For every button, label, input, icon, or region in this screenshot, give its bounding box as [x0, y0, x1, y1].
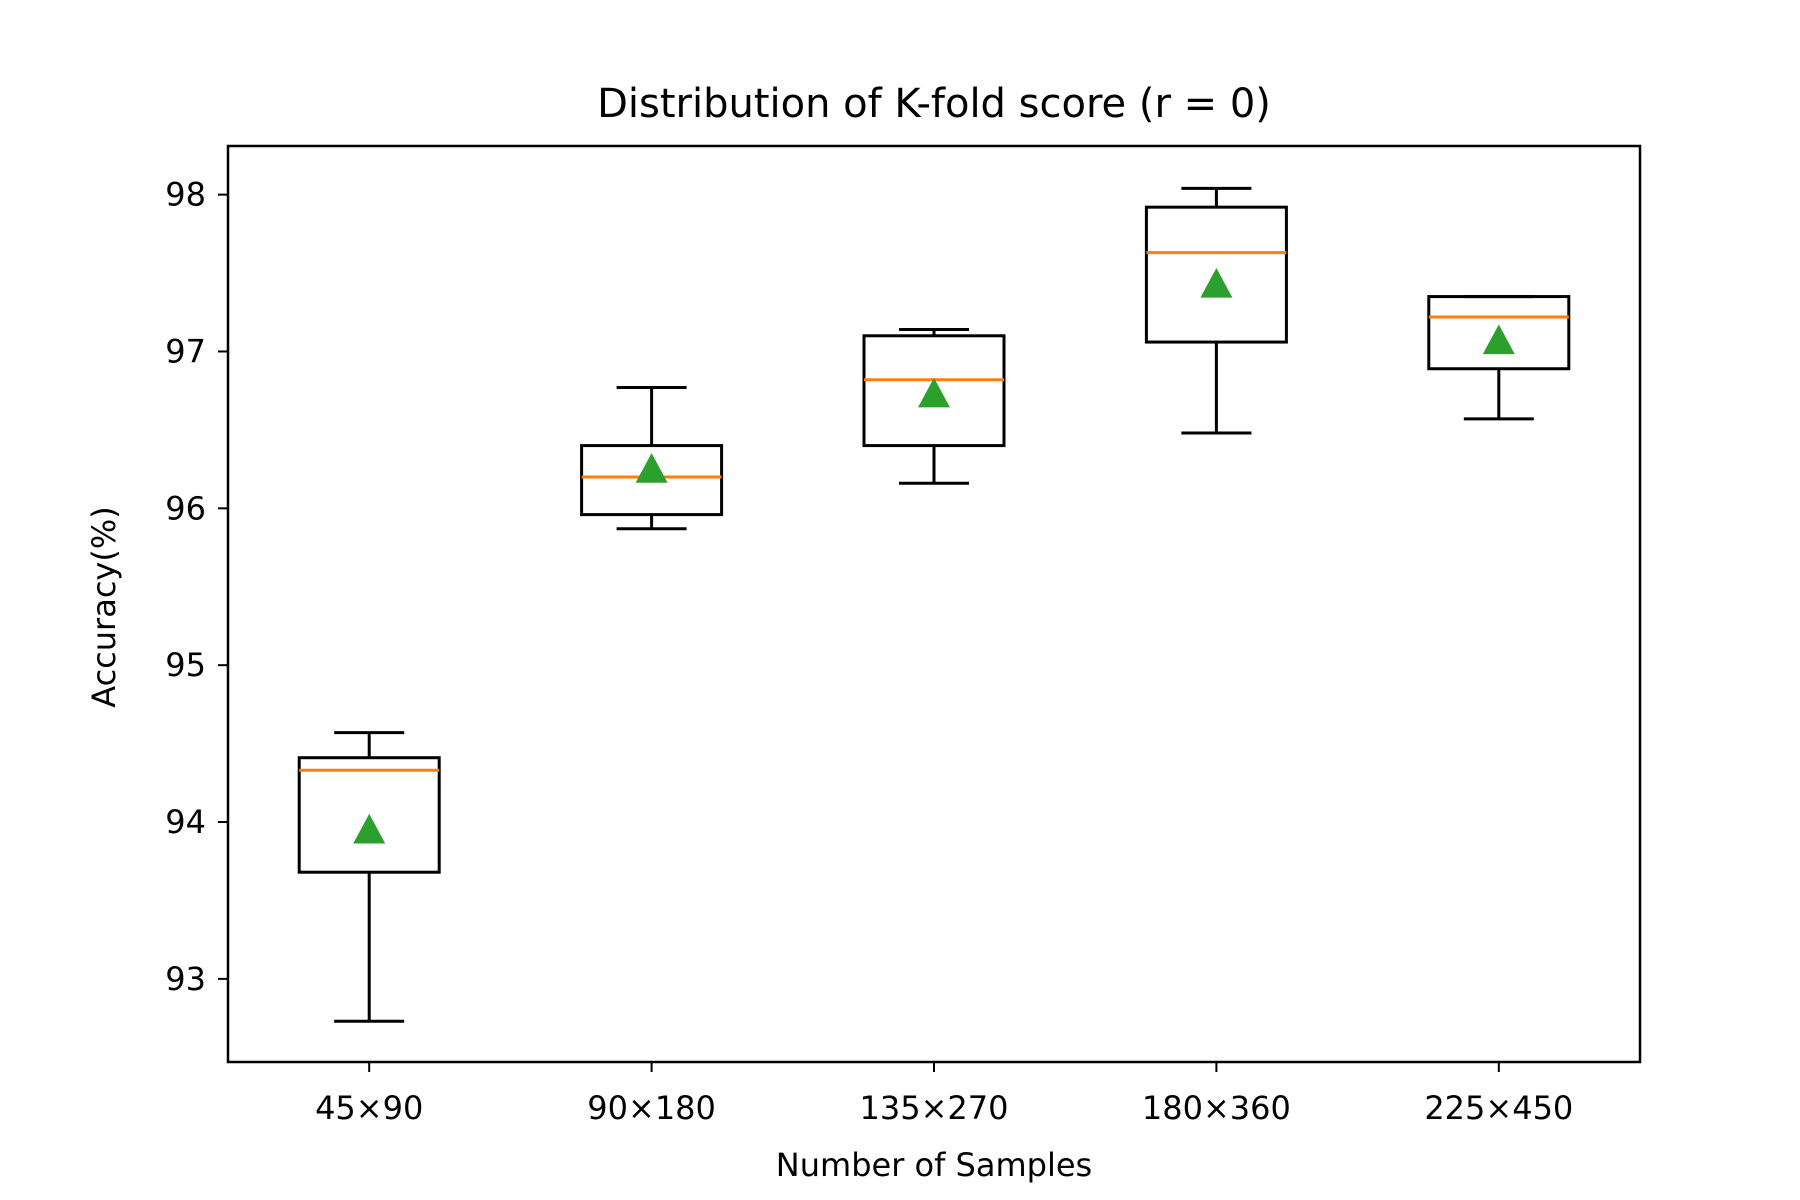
x-tick-label-1: 45×90: [315, 1089, 423, 1127]
y-tick-label-93: 93: [165, 960, 206, 998]
plot-frame: [226, 144, 1642, 1064]
chart-title: Distribution of K-fold score (r = 0): [597, 81, 1271, 127]
x-tick-label-4: 180×360: [1142, 1089, 1291, 1127]
y-tick-label-95: 95: [165, 646, 206, 684]
y-axis-title: Accuracy(%): [85, 506, 123, 707]
y-tick-label-97: 97: [165, 332, 206, 370]
plot-area: 93 94 95 96 97 98 45×90 90×180 135×270 180×360 225…: [165, 144, 1642, 1127]
y-tick-label-98: 98: [165, 176, 206, 214]
y-tick-label-96: 96: [165, 489, 206, 527]
box-4: [1144, 205, 1288, 344]
mean-marker-2: [635, 453, 668, 483]
x-tick-label-5: 225×450: [1424, 1089, 1573, 1127]
box-5: [1427, 295, 1571, 371]
box-1: [297, 756, 441, 874]
x-tick-label-3: 135×270: [860, 1089, 1009, 1127]
mean-marker-4: [1200, 268, 1233, 298]
box-2: [580, 444, 724, 517]
mean-marker-1: [353, 813, 386, 844]
mean-marker-3: [918, 377, 950, 408]
x-tick-label-2: 90×180: [587, 1089, 716, 1127]
mean-marker-5: [1482, 324, 1515, 355]
x-axis-title: Number of Samples: [776, 1146, 1092, 1184]
y-tick-label-94: 94: [165, 803, 206, 841]
box-3: [862, 334, 1006, 448]
